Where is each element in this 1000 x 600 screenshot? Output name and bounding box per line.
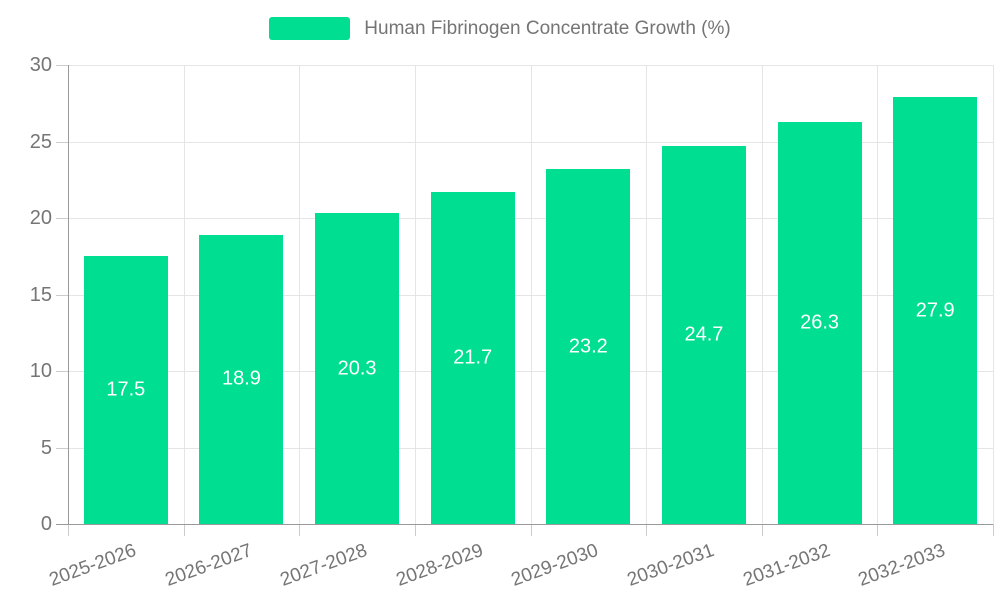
x-axis-tick	[877, 524, 878, 536]
v-gridline	[531, 65, 532, 524]
bar: 18.9	[199, 234, 284, 524]
v-gridline	[993, 65, 994, 524]
x-axis-label: 2032-2033	[855, 540, 949, 591]
y-axis-label: 15	[29, 284, 52, 306]
bar-value-label: 23.2	[568, 335, 608, 357]
bar-value-label: 21.7	[453, 346, 493, 369]
y-axis-label: 5	[40, 437, 52, 459]
v-gridline	[184, 65, 185, 524]
v-gridline	[646, 65, 647, 524]
y-axis-tick	[56, 295, 68, 296]
y-axis-line	[68, 65, 69, 525]
y-axis-tick	[56, 142, 68, 143]
x-axis-tick	[415, 524, 416, 536]
y-axis-label: 30	[29, 54, 52, 76]
bar: 20.3	[315, 213, 400, 524]
h-gridline	[68, 371, 993, 372]
y-axis-tick	[56, 218, 68, 219]
h-gridline	[68, 448, 993, 449]
bar-value-label: 18.9	[221, 367, 261, 390]
v-gridline	[877, 65, 878, 524]
x-axis-tick	[762, 524, 763, 536]
bar: 27.9	[893, 97, 978, 524]
x-axis-label: 2029-2030	[508, 540, 602, 591]
legend-swatch	[269, 17, 351, 40]
v-gridline	[415, 65, 416, 524]
x-axis-label: 2031-2032	[740, 540, 833, 591]
x-axis-label: 2027-2028	[277, 540, 371, 591]
bar: 23.2	[546, 169, 631, 524]
y-axis-tick	[56, 448, 68, 449]
x-axis-tick	[993, 524, 994, 536]
bar-value-label: 27.9	[915, 299, 955, 322]
bar: 21.7	[430, 191, 515, 524]
h-gridline	[68, 218, 993, 219]
bar-value-label: 26.3	[800, 311, 840, 334]
x-axis-label: 2028-2029	[393, 540, 486, 591]
x-axis-label: 2026-2027	[162, 540, 255, 591]
legend-label: Human Fibrinogen Concentrate Growth (%)	[364, 17, 731, 39]
bar: 17.5	[83, 256, 168, 524]
bar-value-label: 24.7	[684, 323, 724, 346]
v-gridline	[299, 65, 300, 524]
x-axis-line	[56, 524, 993, 525]
legend[interactable]: Human Fibrinogen Concentrate Growth (%)	[0, 17, 1000, 40]
y-axis-tick	[56, 65, 68, 66]
x-axis-tick	[531, 524, 532, 536]
x-axis-tick	[646, 524, 647, 536]
x-axis-label: 2030-2031	[624, 540, 718, 591]
h-gridline	[68, 295, 993, 296]
v-gridline	[762, 65, 763, 524]
bar-value-label: 20.3	[337, 357, 377, 380]
bar: 24.7	[661, 146, 746, 524]
y-axis-label: 0	[40, 513, 52, 535]
y-axis-label: 20	[29, 207, 52, 229]
y-axis-label: 25	[29, 131, 52, 153]
y-axis-label: 10	[29, 360, 52, 382]
x-axis-label: 2025-2026	[46, 540, 139, 591]
x-axis-tick	[299, 524, 300, 536]
bar-value-label: 17.5	[106, 378, 146, 401]
h-gridline	[68, 142, 993, 143]
x-axis-tick	[184, 524, 185, 536]
x-axis-tick	[68, 524, 69, 536]
y-axis-tick	[56, 371, 68, 372]
h-gridline	[68, 65, 993, 66]
bar: 26.3	[777, 121, 862, 524]
